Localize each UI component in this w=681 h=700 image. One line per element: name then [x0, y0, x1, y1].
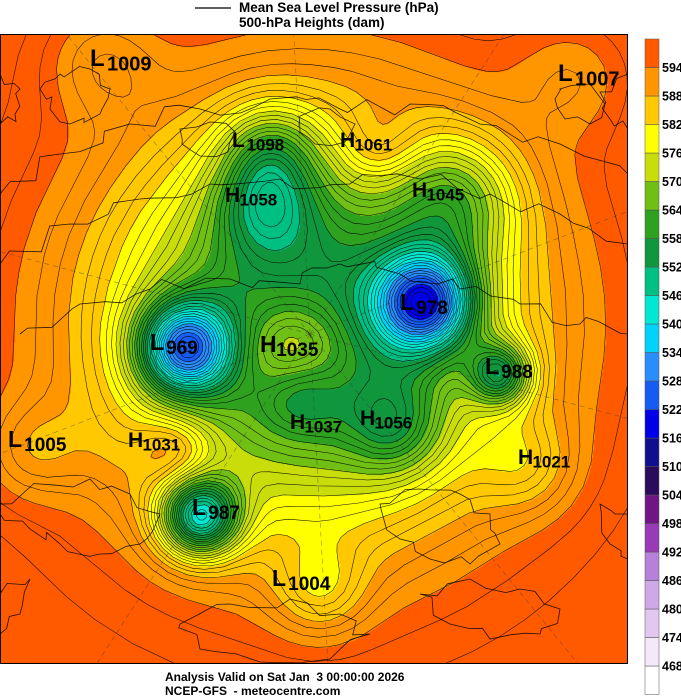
- svg-text:582: 582: [662, 118, 681, 132]
- svg-text:498: 498: [662, 517, 681, 531]
- svg-text:528: 528: [662, 375, 681, 389]
- svg-text:522: 522: [662, 403, 681, 417]
- svg-text:486: 486: [662, 574, 681, 588]
- svg-text:576: 576: [662, 147, 681, 161]
- svg-text:564: 564: [662, 204, 681, 218]
- svg-text:468: 468: [662, 660, 681, 674]
- svg-text:492: 492: [662, 546, 681, 560]
- svg-text:534: 534: [662, 346, 681, 360]
- svg-text:552: 552: [662, 261, 681, 275]
- svg-text:504: 504: [662, 489, 681, 503]
- svg-text:480: 480: [662, 603, 681, 617]
- svg-text:546: 546: [662, 289, 681, 303]
- svg-text:474: 474: [662, 631, 681, 645]
- svg-text:594: 594: [662, 61, 681, 75]
- svg-text:510: 510: [662, 460, 681, 474]
- svg-text:516: 516: [662, 432, 681, 446]
- svg-text:588: 588: [662, 90, 681, 104]
- svg-text:558: 558: [662, 232, 681, 246]
- svg-text:570: 570: [662, 175, 681, 189]
- svg-text:540: 540: [662, 318, 681, 332]
